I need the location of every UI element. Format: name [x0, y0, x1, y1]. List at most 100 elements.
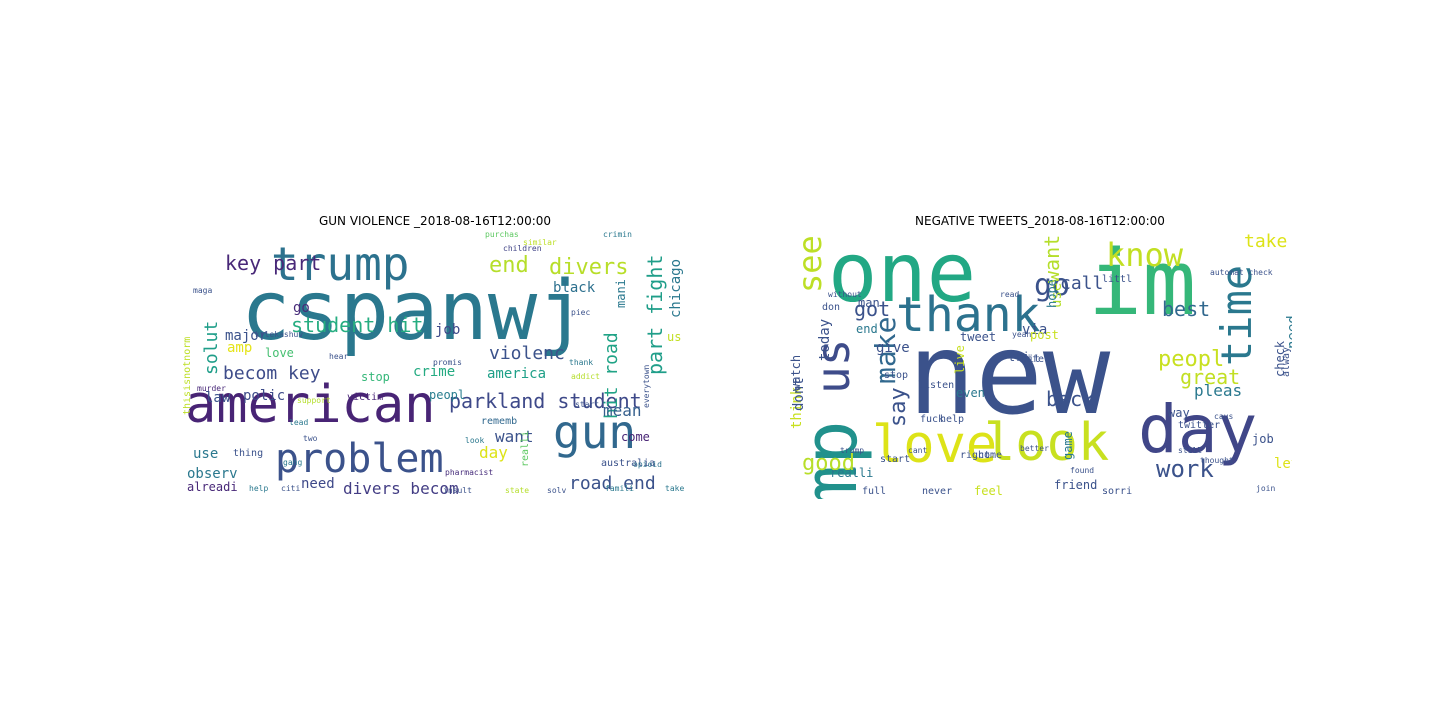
cloud-word-maga: maga	[193, 286, 213, 295]
cloud-word-thisisnotnorm: thisisnotnorm	[183, 336, 193, 415]
cloud-word-look: look	[984, 413, 1110, 473]
cloud-word-best: best	[1162, 297, 1211, 321]
cloud-word-major: major	[225, 328, 268, 344]
cloud-word-better: better	[1020, 444, 1049, 453]
cloud-word-end: end	[489, 253, 529, 278]
cloud-word-divers-becom: divers becom	[343, 479, 459, 498]
cloud-word-gun: gun	[553, 405, 637, 459]
cloud-word-thank: thank	[896, 287, 1041, 343]
cloud-word-thought: thought	[1200, 456, 1234, 465]
cloud-word-good: good	[802, 451, 855, 476]
cloud-word-peopl: peopl	[1158, 347, 1225, 372]
cloud-word-children: children	[503, 244, 542, 253]
cloud-word-sorri: sorri	[1102, 486, 1133, 497]
cloud-word-road-end: road end	[569, 473, 656, 494]
cloud-word-listen: listen	[918, 380, 955, 391]
cloud-word-even: even	[956, 386, 985, 400]
cloud-word-purchas: purchas	[485, 231, 519, 239]
cloud-word-american: american	[185, 375, 436, 435]
cloud-word-rememb: rememb	[481, 416, 518, 427]
cloud-word-one: one	[828, 231, 977, 321]
cloud-word-man: man	[858, 296, 880, 310]
cloud-word-via: via	[1022, 322, 1048, 338]
cloud-word-violenc: violenc	[489, 343, 565, 364]
cloud-word-love: love	[265, 346, 294, 360]
cloud-word-peopl: peopl	[429, 388, 466, 402]
cloud-word-want: want	[1040, 234, 1064, 283]
cloud-word-live: live	[953, 345, 967, 374]
cloud-word-victim: victim	[347, 392, 384, 403]
cloud-word-need: need	[301, 476, 335, 492]
cloud-word-pleas: pleas	[1194, 381, 1243, 400]
cloud-word-life: life	[1020, 354, 1045, 365]
cloud-word-mean: mean	[603, 401, 642, 420]
cloud-word-alway: alway	[1281, 346, 1292, 377]
cloud-word-lead: lead	[289, 418, 309, 427]
cloud-word-trump: trump	[840, 446, 865, 455]
cloud-word-solv: solv	[547, 486, 567, 495]
cloud-word-support: support	[297, 396, 331, 405]
cloud-word-piec: piec	[571, 308, 591, 317]
cloud-word-watch: watch	[789, 354, 803, 391]
cloud-word-yeah: yeah	[1012, 330, 1032, 339]
cloud-word-insult: insult	[443, 486, 472, 495]
cloud-word-us: us	[667, 330, 682, 344]
cloud-word-read: read	[1000, 290, 1020, 299]
cloud-word-opioid: opioid	[633, 460, 662, 469]
cloud-word-today: today	[817, 318, 833, 361]
cloud-word-work: work	[1156, 455, 1214, 483]
cloud-word-problem: problem	[275, 436, 444, 482]
cloud-word-addict: addict	[571, 372, 600, 381]
cloud-word-parkland-student: parkland student	[449, 389, 642, 413]
cloud-word-cspanwj: cspanwj	[241, 264, 587, 359]
cloud-word-feel: feel	[974, 484, 1003, 498]
cloud-word-love: love	[872, 415, 998, 475]
cloud-word-hope: hope	[1045, 279, 1059, 308]
gun-violence-word-cloud: cspanwj american trump problem gun key part en…	[183, 231, 687, 499]
cloud-word-littl: littl	[1102, 274, 1133, 285]
cloud-word-day: day	[479, 443, 508, 462]
cloud-word-automat-check: automat check	[1210, 268, 1273, 277]
cloud-word-great: great	[1180, 365, 1241, 389]
cloud-word-never: never	[922, 486, 953, 497]
cloud-word-come: come	[621, 430, 650, 444]
cloud-word-two: two	[303, 434, 318, 443]
cloud-word-got: got	[854, 297, 891, 321]
cloud-word-everytown: everytown	[642, 364, 651, 408]
cloud-word-still: still	[1178, 446, 1203, 455]
cloud-word-murder: murder	[197, 384, 226, 393]
cloud-word-similar: similar	[523, 238, 557, 247]
cloud-word-use: use	[193, 446, 219, 462]
cloud-word-say: say	[886, 387, 911, 427]
cloud-word-join: join	[1256, 484, 1276, 493]
cloud-word-post: post	[1030, 328, 1059, 342]
cloud-word-go: go	[293, 300, 310, 316]
cloud-word-amp: amp	[227, 340, 253, 356]
cloud-word-job: job	[435, 322, 461, 338]
cloud-word-stop: stop	[361, 370, 390, 384]
cloud-word-start: start	[880, 454, 911, 465]
cloud-word-crime: crime	[413, 364, 456, 380]
gun-violence-title: GUN VIOLENCE _2018-08-16T12:00:00	[318, 214, 552, 228]
cloud-word-cant: cant	[908, 446, 928, 455]
cloud-word-stop: stop	[884, 370, 909, 381]
cloud-word-let: let	[1274, 456, 1292, 472]
cloud-word-part-fight: part fight	[643, 254, 667, 375]
cloud-word-go: go	[1034, 268, 1071, 303]
cloud-word-without: without	[828, 290, 862, 299]
cloud-word-kylekashuv: kylekashuv	[255, 330, 304, 339]
cloud-word-state: state	[505, 486, 530, 495]
cloud-word-found: found	[1070, 466, 1095, 475]
cloud-word-trump: trump	[271, 237, 410, 291]
cloud-word-solut: solut	[201, 320, 222, 375]
cloud-word-becom-key: becom key	[223, 363, 321, 384]
cloud-word-key-part: key part	[225, 251, 322, 275]
cloud-word-chicago: chicago	[668, 258, 684, 318]
cloud-word-take: take	[665, 484, 685, 493]
cloud-word-polic: polic	[243, 388, 286, 404]
cloud-word-new: new	[908, 310, 1111, 440]
cloud-word-hear: hear	[329, 352, 349, 361]
cloud-word-help: help	[249, 484, 269, 493]
cloud-word-caus: caus	[1214, 412, 1234, 421]
cloud-word-tri: tri	[1008, 350, 1030, 364]
